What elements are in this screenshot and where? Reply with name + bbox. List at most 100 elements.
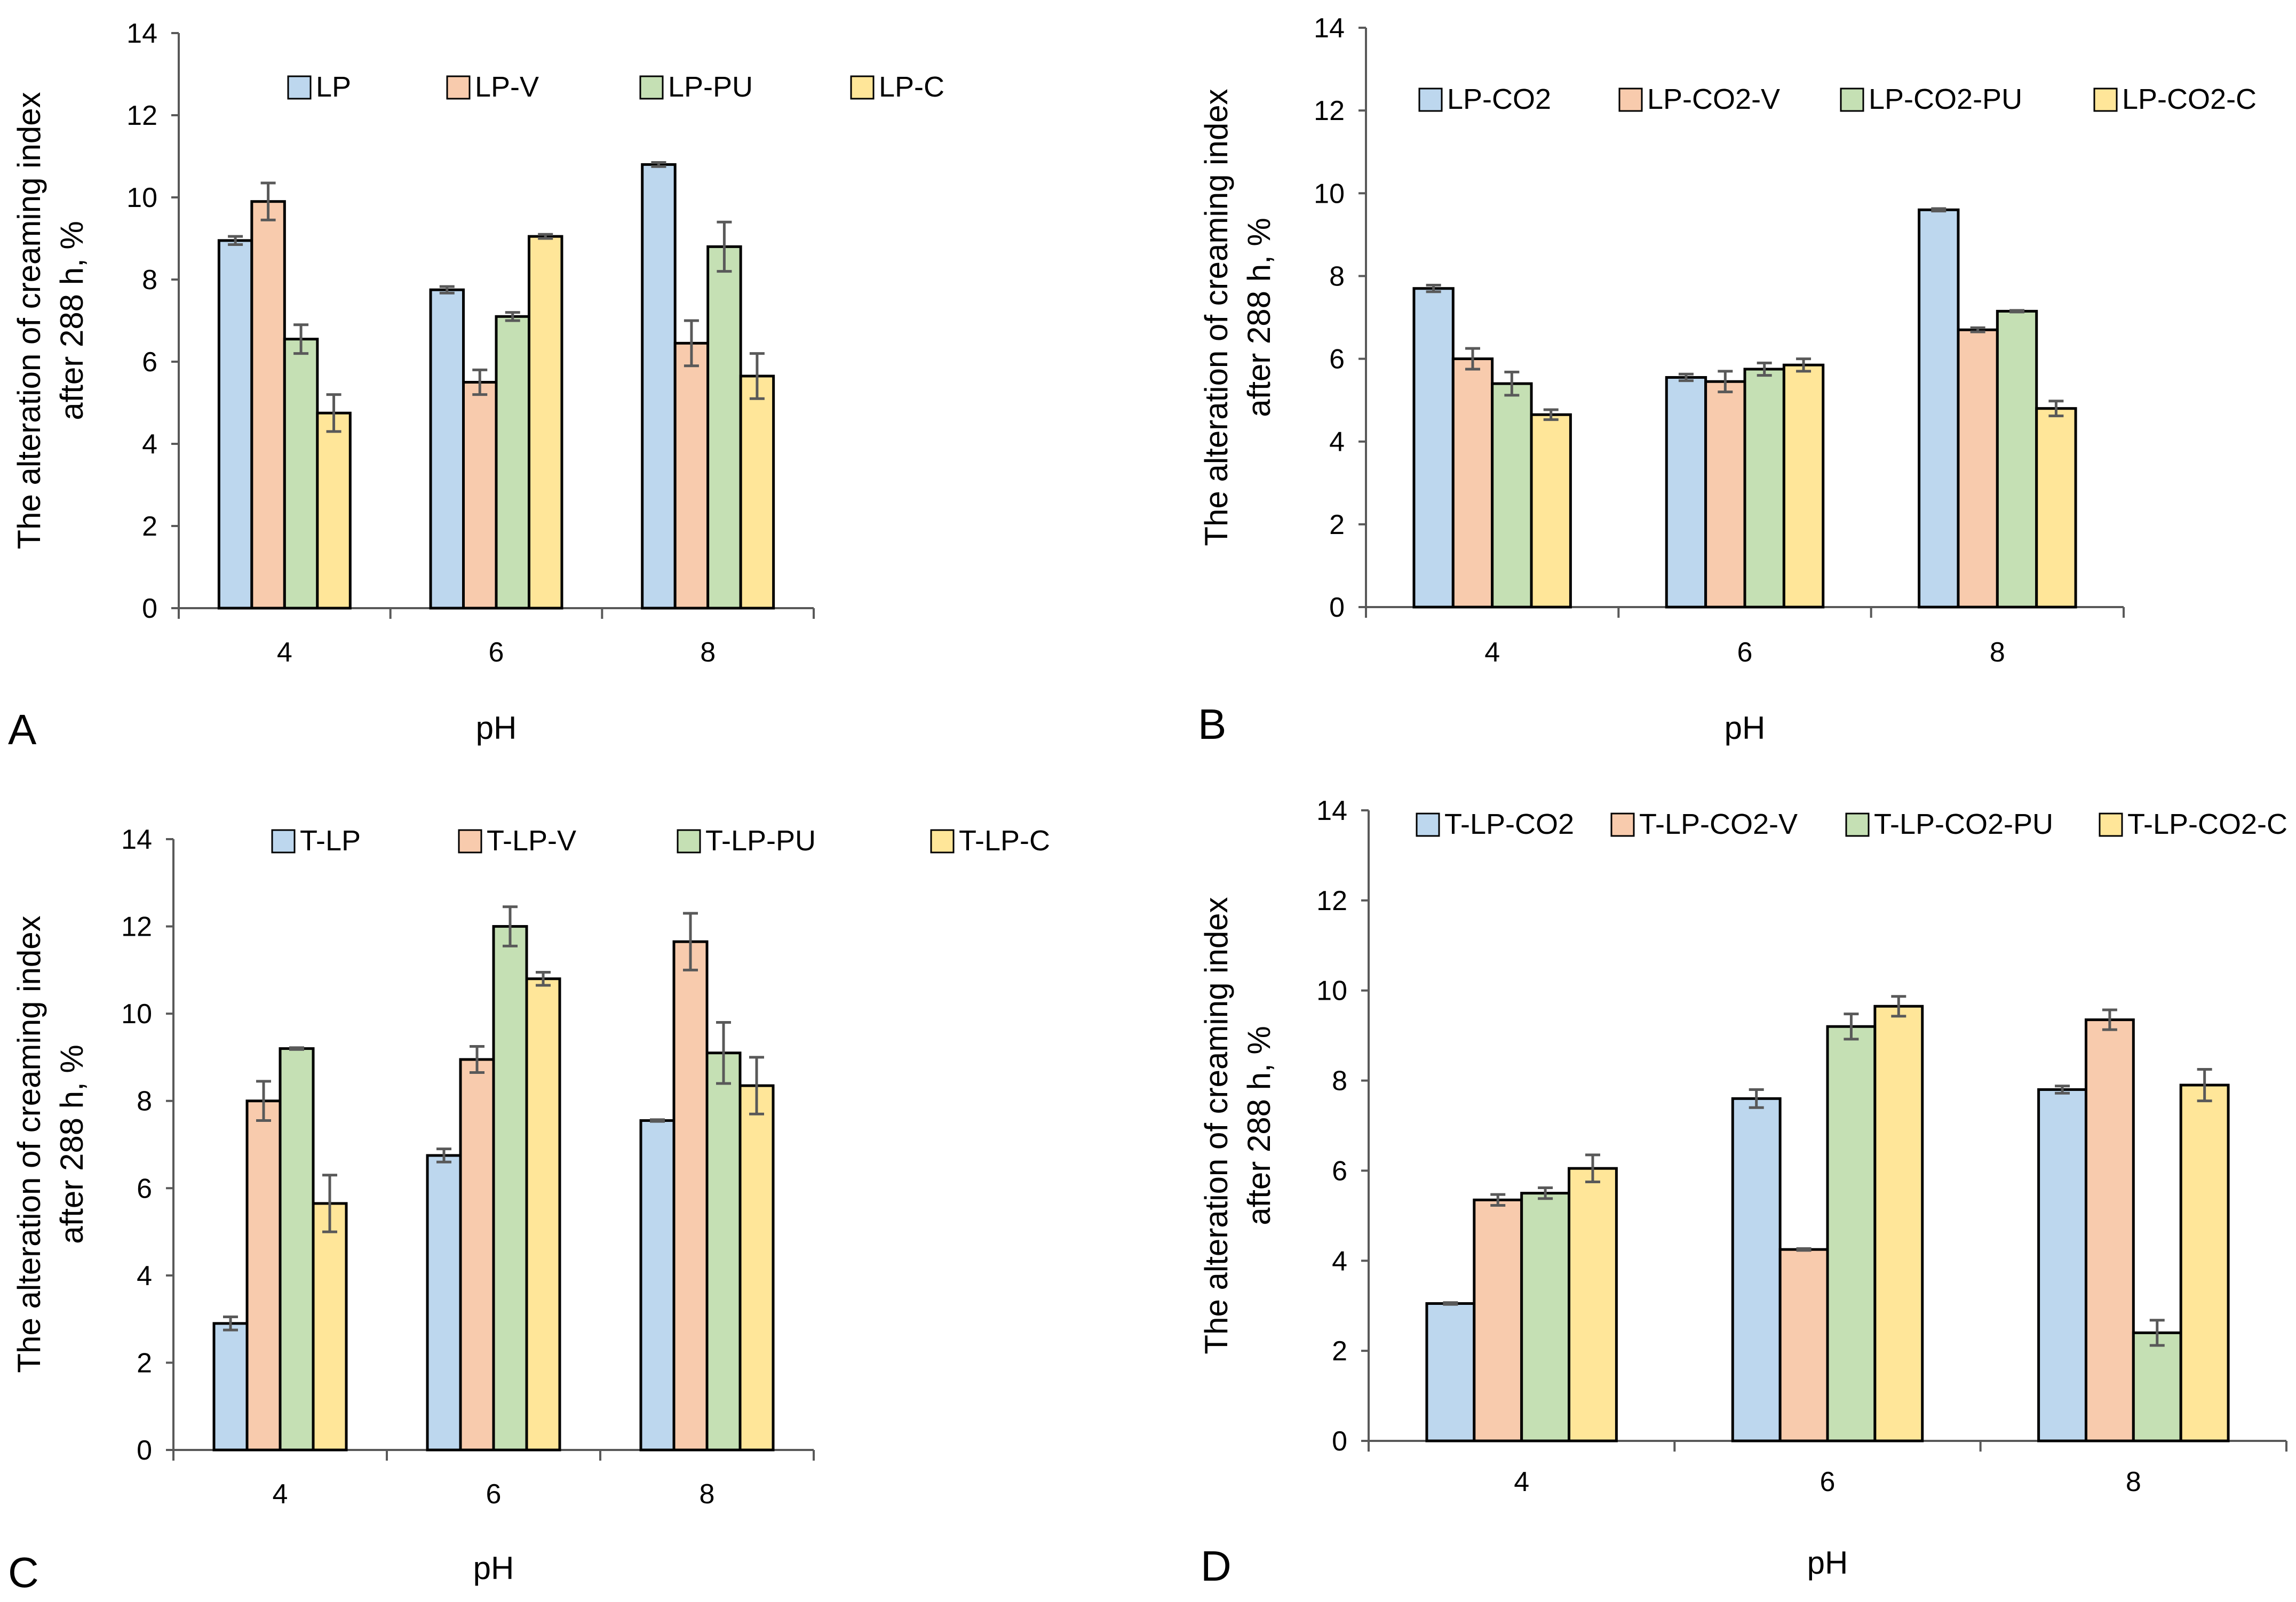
panel-label: B <box>1198 700 1226 748</box>
legend-label-lp-co2: LP-CO2 <box>1447 83 1551 115</box>
x-tick-label: 4 <box>1514 1466 1529 1497</box>
y-tick-label: 14 <box>121 824 152 855</box>
legend-swatch-lp-c <box>850 75 875 100</box>
y-tick-label: 6 <box>1329 344 1345 375</box>
y-tick-label: 8 <box>1332 1066 1347 1097</box>
y-tick-label: 12 <box>1314 95 1345 126</box>
legend-label-t-lp-v: T-LP-V <box>487 825 576 857</box>
bar-lp-v-ph8 <box>673 341 710 610</box>
legend-swatch-lp <box>287 75 312 100</box>
bar-lp-ph4 <box>217 239 253 610</box>
y-axis-title-line1: The alteration of creaming index <box>11 915 47 1373</box>
legend-label-t-lp-co2-v: T-LP-CO2-V <box>1639 808 1798 840</box>
bar-t-lp-co2-pu-ph4 <box>1520 1192 1571 1442</box>
x-tick-label: 8 <box>700 637 716 668</box>
x-axis-title: pH <box>1725 710 1766 746</box>
bar-lp-co2-pu-ph6 <box>1743 368 1785 609</box>
bar-t-lp-ph6 <box>426 1154 462 1452</box>
legend-label-t-lp-pu: T-LP-PU <box>705 825 816 857</box>
bar-lp-pu-ph4 <box>283 338 319 610</box>
bar-lp-co2-ph8 <box>1918 208 1960 609</box>
legend-swatch-lp-co2-pu <box>1840 87 1864 112</box>
legend-swatch-t-lp-co2-c <box>2099 812 2123 837</box>
bar-t-lp-v-ph6 <box>459 1058 495 1452</box>
y-tick-label: 2 <box>1332 1336 1347 1367</box>
y-tick-label: 0 <box>137 1435 152 1466</box>
legend-label-lp-v: LP-V <box>475 71 539 103</box>
bar-t-lp-v-ph4 <box>245 1099 282 1452</box>
bar-lp-co2-c-ph8 <box>2035 407 2077 609</box>
bar-t-lp-c-ph6 <box>525 977 561 1452</box>
x-tick-label: 6 <box>1737 637 1753 668</box>
legend-swatch-t-lp-pu <box>677 829 701 854</box>
x-tick-label: 6 <box>489 637 504 668</box>
bar-t-lp-co2-c-ph6 <box>1873 1005 1924 1442</box>
bar-t-lp-co2-v-ph8 <box>2084 1018 2135 1442</box>
bar-lp-co2-v-ph4 <box>1451 357 1494 609</box>
chart-panel-d: 0 2 4 6 8 10 12 14 4 6 8 pH The alteration of creami… <box>1198 795 2287 1590</box>
bar-lp-co2-v-ph6 <box>1704 380 1746 609</box>
y-tick-label: 2 <box>137 1348 152 1378</box>
bar-t-lp-pu-ph6 <box>492 925 528 1452</box>
bar-lp-co2-ph4 <box>1412 287 1455 609</box>
bar-t-lp-co2-v-ph4 <box>1473 1198 1523 1442</box>
y-tick-label: 4 <box>142 429 157 460</box>
y-tick-label: 12 <box>121 912 152 943</box>
y-axis-title-line2: after 288 h, % <box>54 1045 90 1244</box>
bar-t-lp-co2-c-ph8 <box>2179 1083 2230 1442</box>
panel-label: C <box>8 1549 39 1596</box>
bar-lp-c-ph4 <box>316 411 352 610</box>
legend-swatch-lp-pu <box>639 75 664 100</box>
y-tick-label: 6 <box>142 347 157 378</box>
legend-swatch-t-lp-c <box>930 829 955 854</box>
bar-lp-v-ph4 <box>250 200 286 610</box>
legend-label-t-lp-co2: T-LP-CO2 <box>1444 808 1574 840</box>
legend-swatch-lp-co2 <box>1418 87 1443 112</box>
x-tick-label: 4 <box>277 637 292 668</box>
bar-lp-pu-ph6 <box>495 315 530 610</box>
bar-lp-co2-c-ph4 <box>1530 413 1572 609</box>
bar-t-lp-co2-ph4 <box>1425 1302 1476 1442</box>
y-tick-label: 10 <box>1314 178 1345 209</box>
bar-t-lp-co2-ph8 <box>2037 1088 2087 1442</box>
chart-panel-b: 0 2 4 6 8 10 12 14 4 6 8 pH The alteration of creami… <box>1198 13 2257 748</box>
y-tick-label: 12 <box>1316 886 1347 916</box>
bar-lp-pu-ph8 <box>706 245 742 610</box>
y-axis-title-line1: The alteration of creaming index <box>11 92 47 549</box>
y-axis-title-line2: after 288 h, % <box>54 221 90 420</box>
y-tick-label: 10 <box>121 999 152 1030</box>
legend-label-t-lp: T-LP <box>300 825 361 857</box>
panel-label: A <box>8 706 37 753</box>
bar-lp-v-ph6 <box>462 381 498 610</box>
legend-label-lp-pu: LP-PU <box>668 71 753 103</box>
y-tick-label: 8 <box>142 265 157 296</box>
x-tick-label: 6 <box>486 1479 502 1510</box>
y-tick-label: 4 <box>1329 427 1345 458</box>
bar-t-lp-co2-pu-ph6 <box>1826 1025 1877 1442</box>
y-tick-label: 12 <box>126 100 157 131</box>
legend-swatch-t-lp <box>271 829 296 854</box>
bar-lp-co2-c-ph6 <box>1782 363 1825 609</box>
legend-swatch-lp-v <box>446 75 471 100</box>
bar-lp-co2-pu-ph8 <box>1996 309 2038 609</box>
panel-label: D <box>1201 1542 1232 1590</box>
legend-label-lp-co2-pu: LP-CO2-PU <box>1869 83 2022 115</box>
legend-label-lp-co2-c: LP-CO2-C <box>2122 83 2257 115</box>
y-axis-title-line1: The alteration of creaming index <box>1198 897 1234 1354</box>
y-axis-title-line2: after 288 h, % <box>1241 1026 1277 1225</box>
y-tick-label: 4 <box>1332 1246 1347 1277</box>
x-axis-title: pH <box>476 710 517 746</box>
x-tick-label: 4 <box>1484 637 1500 668</box>
y-axis-title-line1: The alteration of creaming index <box>1198 89 1234 546</box>
y-tick-label: 6 <box>1332 1155 1347 1186</box>
y-tick-label: 10 <box>1316 976 1347 1007</box>
y-axis-title-line2: after 288 h, % <box>1241 218 1277 417</box>
bar-t-lp-co2-c-ph4 <box>1568 1167 1618 1442</box>
x-axis-title: pH <box>1807 1545 1848 1581</box>
x-tick-label: 4 <box>273 1479 288 1510</box>
bar-t-lp-co2-pu-ph8 <box>2132 1331 2182 1442</box>
legend-label-lp-c: LP-C <box>879 71 944 103</box>
y-tick-label: 14 <box>1316 795 1347 826</box>
legend-label-lp-co2-v: LP-CO2-V <box>1647 83 1780 115</box>
